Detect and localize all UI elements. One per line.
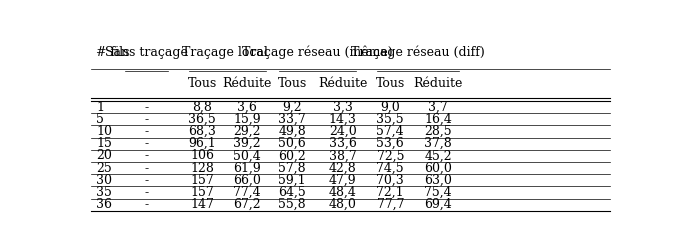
Text: 53,6: 53,6	[376, 137, 404, 150]
Text: 96,1: 96,1	[188, 137, 216, 150]
Text: 10: 10	[96, 125, 112, 138]
Text: 14,3: 14,3	[328, 113, 356, 126]
Text: 30: 30	[96, 174, 112, 187]
Text: Tous: Tous	[376, 77, 405, 90]
Text: 16,4: 16,4	[424, 113, 452, 126]
Text: Traçage local: Traçage local	[182, 46, 267, 59]
Text: 77,7: 77,7	[377, 198, 404, 211]
Text: Réduite: Réduite	[318, 77, 367, 90]
Text: -: -	[144, 137, 148, 150]
Text: 39,2: 39,2	[233, 137, 261, 150]
Text: -: -	[144, 125, 148, 138]
Text: 75,4: 75,4	[424, 186, 452, 199]
Text: -: -	[144, 198, 148, 211]
Text: 61,9: 61,9	[233, 162, 261, 175]
Text: 66,0: 66,0	[233, 174, 261, 187]
Text: 50,4: 50,4	[233, 150, 261, 162]
Text: 45,2: 45,2	[424, 150, 452, 162]
Text: 42,8: 42,8	[329, 162, 356, 175]
Text: 8,8: 8,8	[192, 101, 212, 114]
Text: Réduite: Réduite	[413, 77, 462, 90]
Text: 35: 35	[96, 186, 112, 199]
Text: 48,4: 48,4	[328, 186, 356, 199]
Text: -: -	[144, 101, 148, 114]
Text: 128: 128	[190, 162, 214, 175]
Text: Réduite: Réduite	[222, 77, 272, 90]
Text: 64,5: 64,5	[278, 186, 306, 199]
Text: 33,7: 33,7	[278, 113, 306, 126]
Text: -: -	[144, 162, 148, 175]
Text: 48,0: 48,0	[328, 198, 356, 211]
Text: 57,8: 57,8	[278, 162, 306, 175]
Text: 60,0: 60,0	[424, 162, 452, 175]
Text: 9,0: 9,0	[380, 101, 400, 114]
Text: Tous: Tous	[187, 77, 217, 90]
Text: 67,2: 67,2	[233, 198, 261, 211]
Text: 55,8: 55,8	[278, 198, 306, 211]
Text: 3,6: 3,6	[237, 101, 257, 114]
Text: 3,3: 3,3	[332, 101, 352, 114]
Text: -: -	[144, 113, 148, 126]
Text: 35,5: 35,5	[376, 113, 404, 126]
Text: 5: 5	[96, 113, 104, 126]
Text: 1: 1	[96, 101, 104, 114]
Text: 57,4: 57,4	[376, 125, 404, 138]
Text: 37,8: 37,8	[424, 137, 452, 150]
Text: Sans traçage: Sans traçage	[105, 46, 188, 59]
Text: -: -	[144, 174, 148, 187]
Text: 49,8: 49,8	[278, 125, 306, 138]
Text: 38,7: 38,7	[329, 150, 356, 162]
Text: 72,1: 72,1	[376, 186, 404, 199]
Text: 47,9: 47,9	[329, 174, 356, 187]
Text: 25: 25	[96, 162, 112, 175]
Text: 50,6: 50,6	[278, 137, 306, 150]
Text: 28,5: 28,5	[424, 125, 452, 138]
Text: 69,4: 69,4	[424, 198, 452, 211]
Text: 3,7: 3,7	[428, 101, 448, 114]
Text: 36,5: 36,5	[188, 113, 216, 126]
Text: 74,5: 74,5	[376, 162, 404, 175]
Text: 24,0: 24,0	[329, 125, 356, 138]
Text: 106: 106	[190, 150, 214, 162]
Text: 77,4: 77,4	[233, 186, 261, 199]
Text: Tous: Tous	[278, 77, 307, 90]
Text: 36: 36	[96, 198, 112, 211]
Text: 15,9: 15,9	[233, 113, 261, 126]
Text: 15: 15	[96, 137, 112, 150]
Text: 157: 157	[190, 174, 214, 187]
Text: Traçage réseau (diff): Traçage réseau (diff)	[352, 46, 485, 60]
Text: 29,2: 29,2	[233, 125, 261, 138]
Text: 68,3: 68,3	[188, 125, 216, 138]
Text: 70,3: 70,3	[376, 174, 404, 187]
Text: 20: 20	[96, 150, 112, 162]
Text: 59,1: 59,1	[278, 174, 306, 187]
Text: Traçage réseau (même): Traçage réseau (même)	[242, 46, 393, 60]
Text: 72,5: 72,5	[377, 150, 404, 162]
Text: 60,2: 60,2	[278, 150, 306, 162]
Text: # fils: # fils	[96, 46, 129, 59]
Text: 33,6: 33,6	[328, 137, 356, 150]
Text: 157: 157	[190, 186, 214, 199]
Text: 63,0: 63,0	[424, 174, 452, 187]
Text: 9,2: 9,2	[282, 101, 302, 114]
Text: -: -	[144, 150, 148, 162]
Text: -: -	[144, 186, 148, 199]
Text: 147: 147	[190, 198, 214, 211]
